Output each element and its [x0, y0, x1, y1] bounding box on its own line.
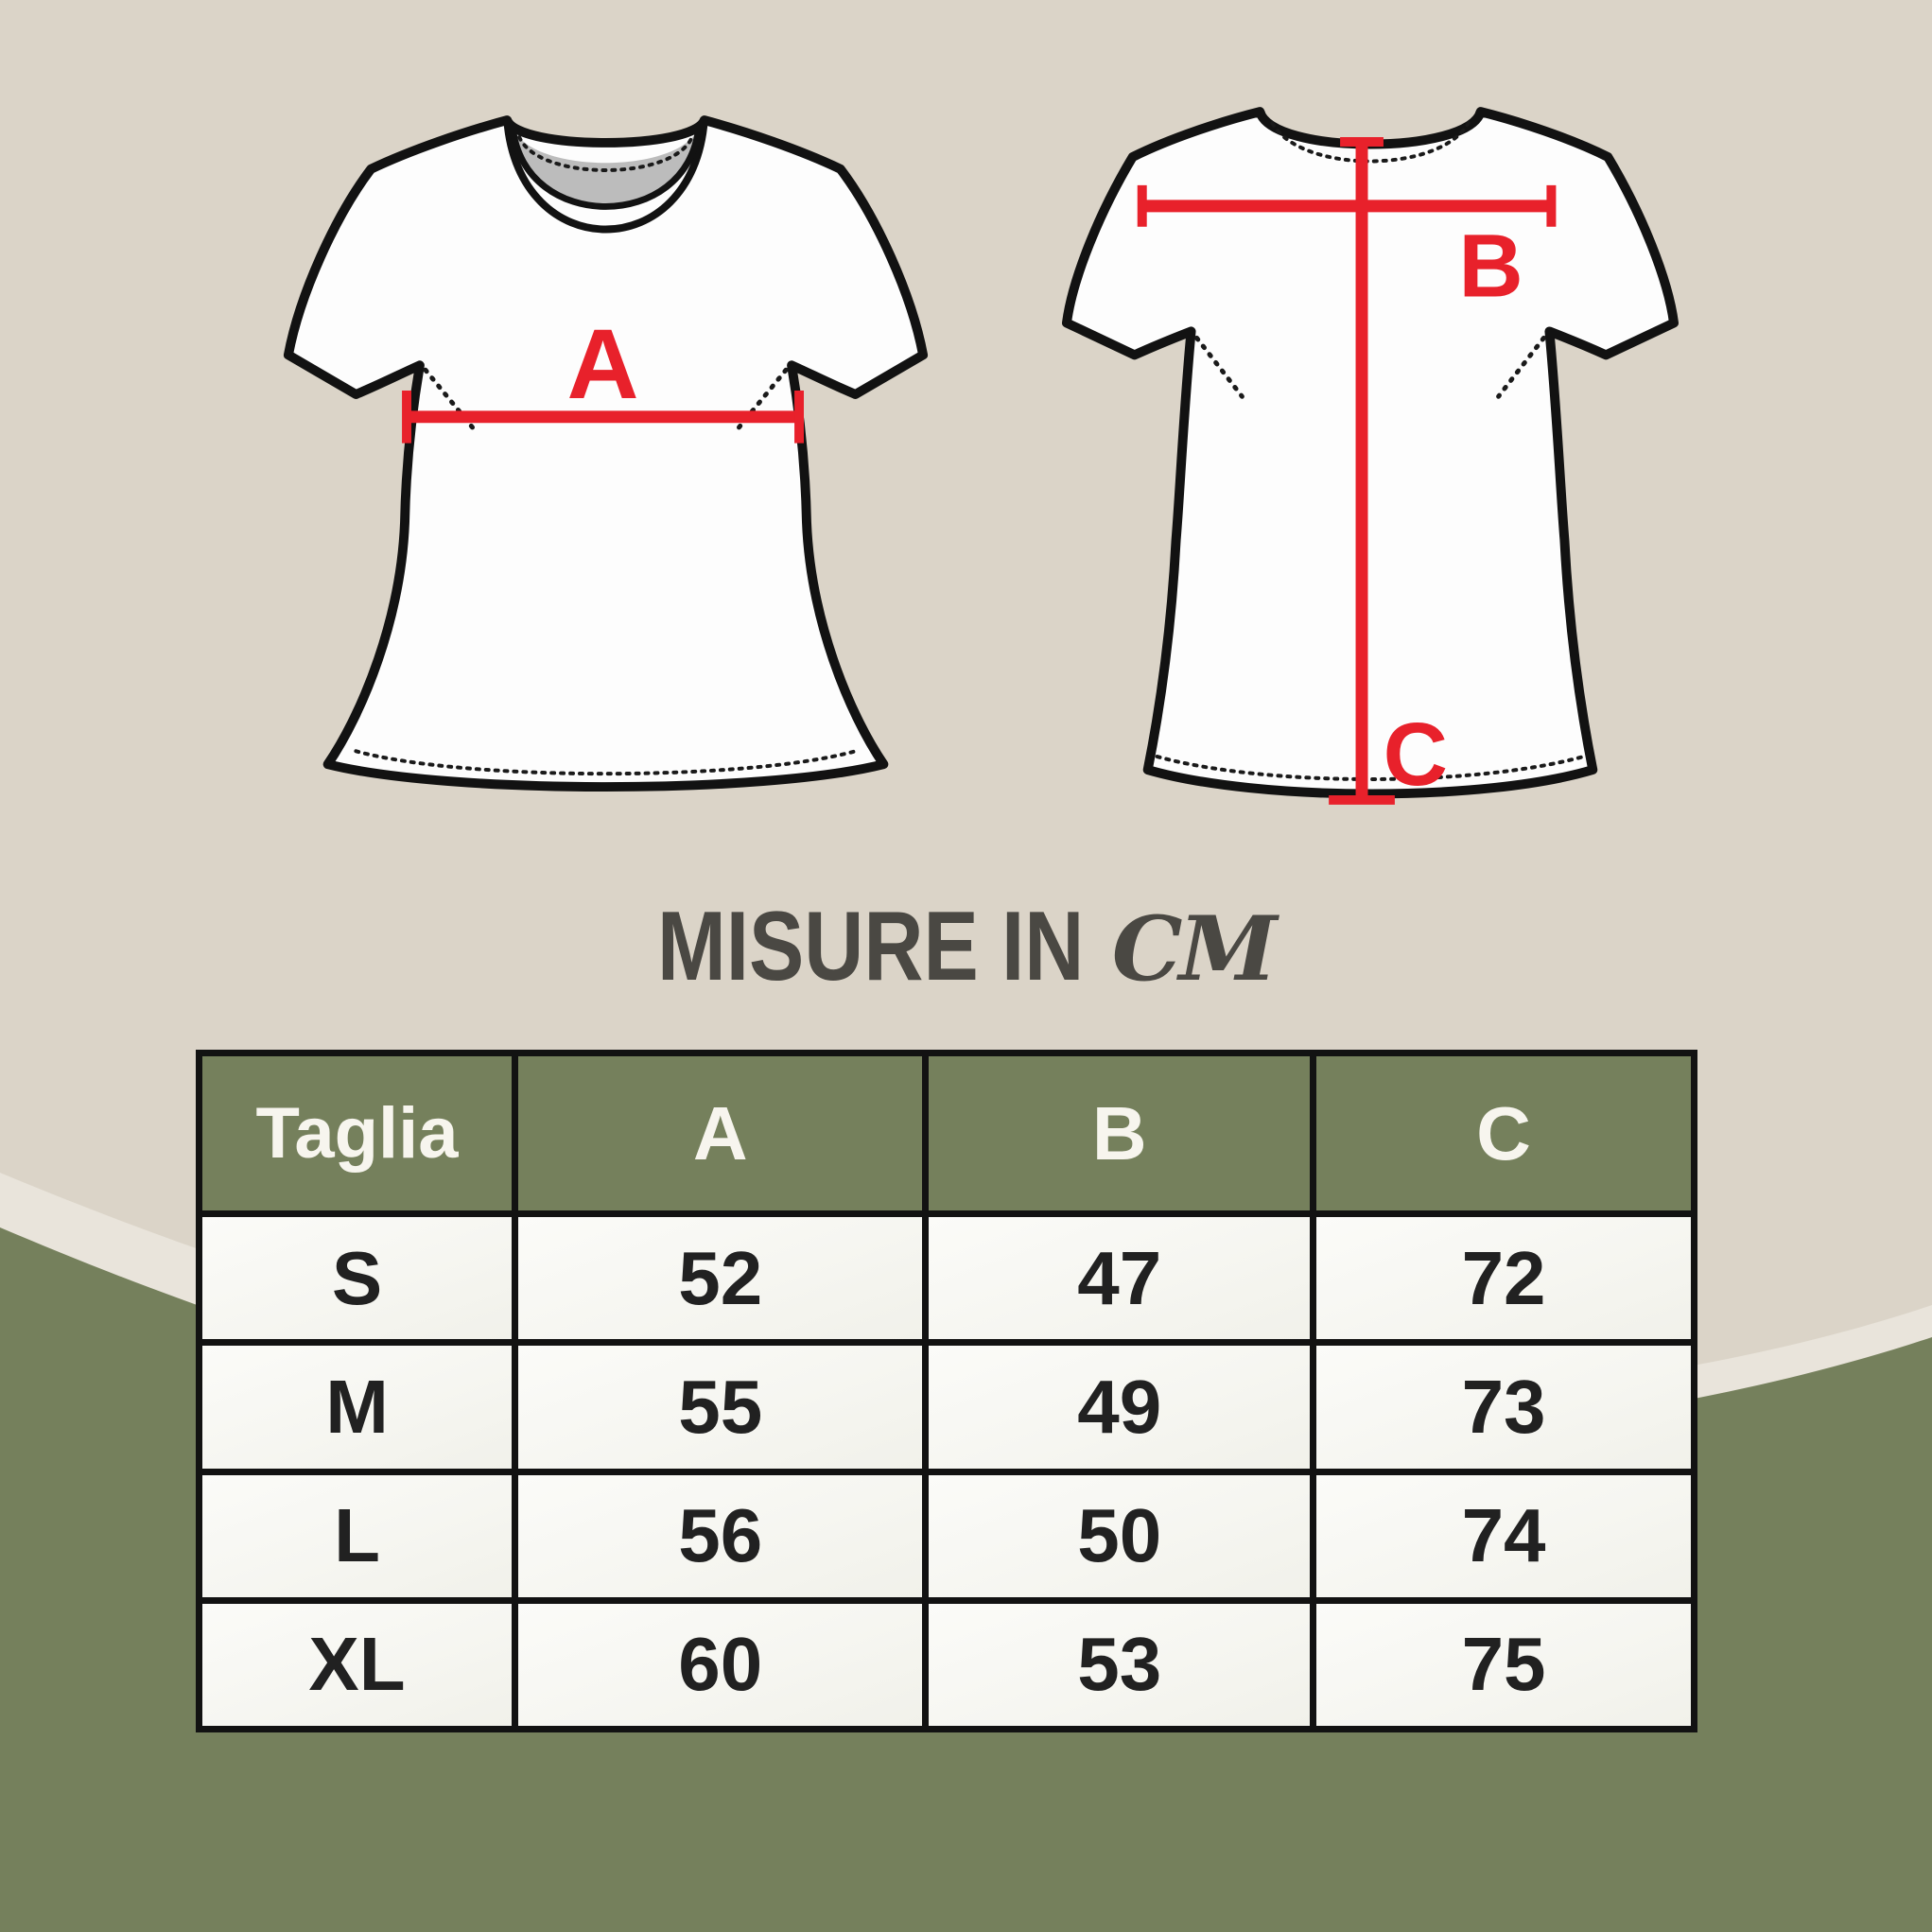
front-collar-inner-line: [509, 127, 703, 210]
value-cell-l-a: 56: [518, 1474, 923, 1597]
size-cell-l: L: [202, 1474, 513, 1597]
value-cell-s-b: 47: [929, 1217, 1311, 1340]
value-cell-l-c: 74: [1316, 1474, 1691, 1597]
size-cell-s: S: [202, 1217, 513, 1340]
front-hem-stitching: [354, 749, 858, 776]
value-cell-xl-b: 53: [929, 1603, 1311, 1726]
value-cell-m-a: 55: [518, 1346, 923, 1469]
right-underarm-wrinkle: [1496, 335, 1546, 399]
page-title-main: MISURE IN: [657, 892, 1085, 1001]
tshirt-front-illustration: A: [283, 115, 929, 792]
measure-label-A: A: [567, 309, 639, 420]
value-cell-m-c: 73: [1316, 1346, 1691, 1469]
back-collar-stitching: [1270, 121, 1471, 164]
neck-inside-gray: [513, 128, 699, 207]
measure-line-C: C: [1329, 137, 1448, 805]
size-table-header-a: A: [518, 1056, 923, 1211]
left-underarm-wrinkle: [1194, 335, 1244, 399]
right-underarm-wrinkle: [733, 367, 789, 435]
value-cell-m-b: 49: [929, 1346, 1311, 1469]
tshirt-back-outline: [1061, 107, 1680, 799]
page-title: MISURE IN CM: [0, 891, 1932, 1003]
size-table: Taglia A B C S 52 47 72 M 55 49 73 L 56 …: [196, 1050, 1697, 1732]
back-neck-stitching: [517, 134, 694, 172]
tshirt-back-illustration: C B: [1061, 107, 1680, 805]
page-title-unit: CM: [1111, 897, 1278, 1001]
size-table-header-b: B: [929, 1056, 1311, 1211]
value-cell-s-c: 72: [1316, 1217, 1691, 1340]
measure-label-B: B: [1458, 217, 1523, 317]
left-underarm-wrinkle: [423, 367, 479, 435]
size-table-header-c: C: [1316, 1056, 1691, 1211]
measure-line-B: B: [1137, 184, 1557, 317]
front-collar-outer-line: [503, 119, 708, 234]
size-cell-m: M: [202, 1346, 513, 1469]
tshirt-front-outline: [283, 115, 929, 792]
value-cell-s-a: 52: [518, 1217, 923, 1340]
value-cell-l-b: 50: [929, 1474, 1311, 1597]
value-cell-xl-c: 75: [1316, 1603, 1691, 1726]
size-table-header-taglia: Taglia: [202, 1056, 513, 1211]
back-hem-stitching: [1155, 755, 1586, 781]
measure-label-C: C: [1384, 705, 1448, 805]
size-cell-xl: XL: [202, 1603, 513, 1726]
value-cell-xl-a: 60: [518, 1603, 923, 1726]
measure-line-A: A: [402, 309, 804, 444]
